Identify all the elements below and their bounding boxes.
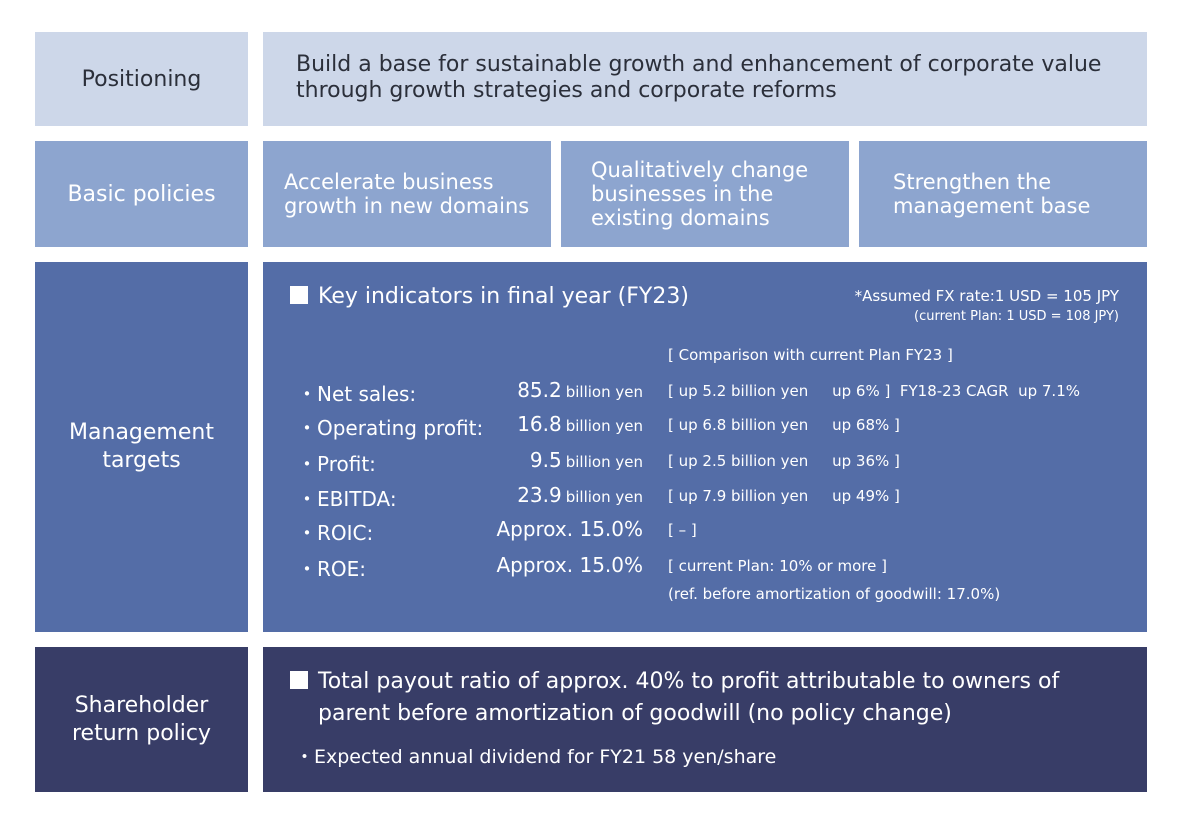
indicator-value-group: Approx. 15.0%	[478, 517, 643, 541]
indicator-comparison: [ up 2.5 billion yen up 36% ]	[668, 452, 900, 470]
policy-2-line-2: businesses in the	[591, 182, 774, 206]
indicator-unit: billion yen	[565, 488, 643, 506]
policy-1-line-2: growth in new domains	[284, 194, 530, 218]
indicator-value-group: 9.5 billion yen	[501, 448, 643, 472]
policy-box-new-domains: Accelerate business growth in new domain…	[263, 141, 551, 247]
indicator-value-group: 16.8 billion yen	[501, 412, 643, 436]
indicator-name: ・ROIC:	[297, 521, 374, 545]
indicator-unit: billion yen	[565, 453, 643, 471]
indicator-comparison: [ up 7.9 billion yen up 49% ]	[668, 487, 900, 505]
indicator-value: Approx. 15.0%	[496, 553, 643, 577]
key-indicators-heading-text: Key indicators in final year (FY23)	[318, 284, 689, 309]
indicator-value-group: 85.2 billion yen	[501, 378, 643, 402]
key-indicators-heading: Key indicators in final year (FY23)	[290, 284, 689, 309]
policy-1-line-1: Accelerate business	[284, 170, 494, 194]
indicator-comparison: [ up 5.2 billion yen up 6% ] FY18-23 CAG…	[668, 382, 1080, 400]
payout-line-2: parent before amortization of goodwill (…	[318, 701, 952, 726]
indicator-value: Approx. 15.0%	[496, 517, 643, 541]
policy-box-existing-domains: Qualitatively change businesses in the e…	[561, 141, 849, 247]
shareholder-return-label-line-1: Shareholder	[74, 692, 209, 718]
indicator-unit: billion yen	[565, 383, 643, 401]
indicator-value: 23.9	[517, 483, 562, 507]
indicator-value-group: Approx. 15.0%	[478, 553, 643, 577]
basic-policies-label-text: Basic policies	[67, 181, 216, 207]
square-bullet-icon	[290, 286, 308, 304]
fx-note-line-2: (current Plan: 1 USD = 108 JPY)	[914, 309, 1119, 324]
indicator-value: 16.8	[517, 412, 562, 436]
management-targets-label-line-1: Management	[69, 420, 214, 445]
shareholder-return-label: Shareholder return policy	[35, 647, 248, 792]
indicator-name: ・ROE:	[297, 557, 367, 581]
indicator-value: 9.5	[529, 448, 562, 472]
indicator-name: ・Operating profit:	[297, 416, 484, 440]
management-targets-label: Management targets	[35, 262, 248, 632]
comparison-header: [ Comparison with current Plan FY23 ]	[668, 346, 953, 364]
payout-line-1-text: Total payout ratio of approx. 40% to pro…	[318, 669, 1060, 694]
square-bullet-icon	[290, 671, 308, 689]
positioning-content: Build a base for sustainable growth and …	[263, 32, 1147, 126]
indicator-name: ・EBITDA:	[297, 487, 397, 511]
payout-line-1: Total payout ratio of approx. 40% to pro…	[290, 669, 1059, 694]
indicator-name: ・Profit:	[297, 452, 376, 476]
policy-2-line-1: Qualitatively change	[591, 158, 809, 182]
dividend-bullet: ・Expected annual dividend for FY21 58 ye…	[295, 746, 777, 768]
fx-note-line-1: *Assumed FX rate:1 USD = 105 JPY	[854, 287, 1119, 305]
positioning-line-1: Build a base for sustainable growth and …	[296, 52, 1102, 77]
roe-note: (ref. before amortization of goodwill: 1…	[668, 585, 1001, 603]
indicator-name: ・Net sales:	[297, 382, 417, 406]
management-targets-label-line-2: targets	[102, 448, 181, 473]
positioning-label-text: Positioning	[81, 66, 202, 92]
policy-3-line-2: management base	[893, 194, 1091, 218]
shareholder-return-content: Total payout ratio of approx. 40% to pro…	[263, 647, 1147, 792]
positioning-line-2: through growth strategies and corporate …	[296, 78, 837, 103]
policy-box-management-base: Strengthen the management base	[859, 141, 1147, 247]
indicator-comparison: [ – ]	[668, 521, 697, 539]
positioning-label: Positioning	[35, 32, 248, 126]
indicator-comparison: [ up 6.8 billion yen up 68% ]	[668, 416, 900, 434]
indicator-value: 85.2	[517, 378, 562, 402]
indicator-value-group: 23.9 billion yen	[501, 483, 643, 507]
management-targets-content: Key indicators in final year (FY23) *Ass…	[263, 262, 1147, 632]
policy-3-line-1: Strengthen the	[893, 170, 1052, 194]
basic-policies-label: Basic policies	[35, 141, 248, 247]
indicator-comparison: [ current Plan: 10% or more ]	[668, 557, 887, 575]
shareholder-return-label-line-2: return policy	[71, 720, 212, 746]
indicator-unit: billion yen	[565, 417, 643, 435]
policy-2-line-3: existing domains	[591, 206, 770, 230]
